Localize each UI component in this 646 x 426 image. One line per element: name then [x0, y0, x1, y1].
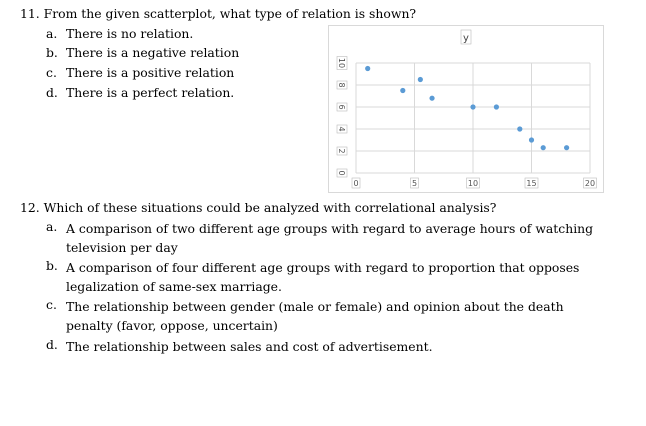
svg-text:2: 2: [337, 148, 346, 153]
svg-text:8: 8: [337, 82, 346, 87]
scatter-point: [365, 65, 371, 72]
x-tick-label: 10: [466, 177, 480, 189]
option-text: There is a negative relation: [66, 45, 240, 60]
option-letter: d.: [46, 337, 58, 352]
scatter-point: [493, 104, 499, 110]
question-12-option-d: d. The relationship between sales and cos…: [46, 337, 433, 354]
question-12-option-a: a. A comparison of two different age grou…: [46, 219, 593, 255]
svg-text:4: 4: [337, 126, 346, 131]
x-tick-label: 15: [524, 177, 539, 189]
svg-text:6: 6: [337, 104, 346, 109]
option-letter: c.: [46, 65, 57, 80]
y-axis-label: y: [460, 29, 472, 45]
question-11-option-d: d. There is a perfect relation.: [46, 85, 234, 100]
option-letter: a.: [46, 219, 58, 234]
question-12-title: 12. Which of these situations could be a…: [20, 200, 497, 215]
question-12-option-b: b. A comparison of four different age gro…: [46, 258, 579, 294]
x-tick-label: 5: [410, 177, 419, 189]
chart-border: [328, 25, 604, 193]
option-text: There is a perfect relation.: [66, 85, 235, 100]
scatter-point: [429, 95, 435, 101]
y-tick-label: 4: [336, 124, 348, 134]
option-letter: b.: [46, 45, 58, 60]
question-11-option-c: c. There is a positive relation: [46, 65, 234, 80]
scatter-point: [528, 137, 535, 143]
option-letter: b.: [46, 258, 58, 273]
svg-text:20: 20: [585, 179, 595, 188]
question-11-option-a: a. There is no relation.: [46, 26, 193, 41]
svg-text:15: 15: [526, 179, 536, 188]
svg-text:10: 10: [468, 179, 478, 188]
option-letter: d.: [46, 85, 58, 100]
y-tick-label: 10: [336, 56, 348, 70]
scatter-point: [540, 145, 546, 151]
scatter-point: [400, 87, 406, 94]
option-text: There is no relation.: [66, 26, 194, 41]
y-tick-label: 0: [336, 168, 348, 178]
y-tick-label: 6: [336, 102, 348, 112]
option-text: There is a positive relation: [66, 65, 235, 80]
scatterplot-chart: 0 2 4 6 8 10 0 5 10 15 20 y: [328, 25, 604, 193]
scatter-point: [517, 126, 523, 132]
scatterplot-svg: 0 2 4 6 8 10 0 5 10 15 20 y: [328, 25, 604, 193]
question-11-title: 11. From the given scatterplot, what typ…: [20, 6, 417, 21]
option-text: The relationship between gender (male or…: [66, 299, 564, 333]
x-tick-label: 0: [351, 177, 361, 189]
question-12-option-c: c. The relationship between gender (male …: [46, 297, 564, 333]
option-text: A comparison of four different age group…: [66, 260, 580, 294]
svg-text:0: 0: [337, 170, 346, 175]
scatter-point: [564, 145, 570, 151]
scatter-point: [417, 76, 423, 83]
svg-text:y: y: [463, 33, 469, 44]
option-letter: a.: [46, 26, 58, 41]
option-text: A comparison of two different age groups…: [66, 221, 594, 255]
svg-text:0: 0: [353, 179, 358, 188]
svg-text:10: 10: [337, 58, 346, 68]
x-tick-label: 20: [583, 177, 597, 189]
question-11-option-b: b. There is a negative relation: [46, 45, 239, 60]
svg-text:5: 5: [412, 179, 417, 188]
option-text: The relationship between sales and cost …: [66, 339, 433, 354]
scatter-point: [470, 104, 476, 110]
y-tick-label: 8: [336, 80, 348, 90]
option-letter: c.: [46, 297, 57, 312]
y-tick-label: 2: [336, 146, 348, 156]
